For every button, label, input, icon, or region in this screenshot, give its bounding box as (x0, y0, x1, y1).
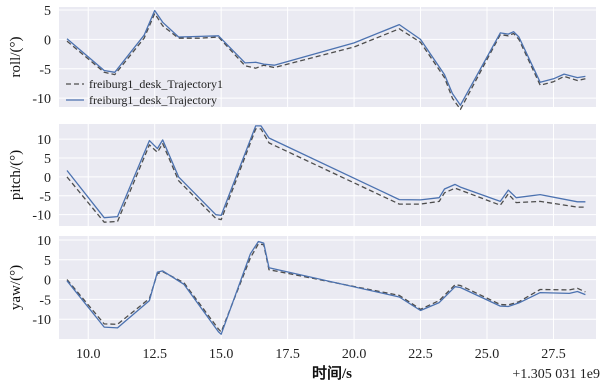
x-tick-label: 17.5 (275, 347, 300, 362)
x-tick-label: 27.5 (541, 347, 566, 362)
pitch-y-axis-label: pitch/(°) (8, 150, 24, 200)
x-tick-label: 25.0 (475, 347, 500, 362)
yaw-y-tick-label: 5 (44, 254, 51, 269)
x-tick-label: 22.5 (408, 347, 433, 362)
pitch-y-tick-label: 5 (44, 152, 51, 167)
pitch-y-tick-label: 10 (37, 133, 51, 148)
yaw-y-axis-label: yaw/(°) (8, 265, 24, 310)
roll-y-tick-label: -5 (39, 63, 51, 78)
yaw-y-tick-label: -5 (39, 293, 51, 308)
pitch-series-solid (66, 125, 586, 219)
x-tick-label: 15.0 (209, 347, 234, 362)
roll-y-tick-label: 0 (44, 33, 51, 48)
roll-y-axis-label: roll/(°) (8, 37, 24, 78)
roll-series-solid (66, 9, 586, 106)
pitch-y-tick-label: -5 (39, 190, 51, 205)
legend: freiburg1_desk_Trajectory1 freiburg1_desk… (66, 77, 223, 107)
pitch-plot-background (59, 124, 596, 226)
roll-series-dashed (66, 12, 586, 111)
roll-y-tick-label: 5 (44, 4, 51, 19)
x-tick-label: 10.0 (76, 347, 101, 362)
yaw-panel: 10 5 0 -5 -10 yaw/(°) (8, 234, 596, 339)
yaw-y-tick-label: -10 (32, 313, 51, 328)
roll-panel: 5 0 -5 -10 roll/(°) freiburg1_desk_Trajectory… (8, 4, 596, 111)
pitch-y-tick-label: 0 (44, 171, 51, 186)
roll-y-tick-label: -10 (32, 92, 51, 107)
x-axis-offset-label: +1.305 031 1e9 (512, 367, 600, 382)
pitch-series-dashed (66, 128, 586, 223)
yaw-y-tick-label: 0 (44, 274, 51, 289)
legend-entry-dashed: freiburg1_desk_Trajectory1 (89, 77, 223, 91)
chart-panels: 5 0 -5 -10 roll/(°) freiburg1_desk_Trajectory… (8, 4, 596, 362)
yaw-plot-background (59, 236, 596, 339)
x-tick-label: 20.0 (342, 347, 367, 362)
x-axis-label: 时间/s (312, 364, 352, 382)
pitch-y-tick-label: -10 (32, 209, 51, 224)
x-tick-label: 12.5 (142, 347, 167, 362)
legend-entry-solid: freiburg1_desk_Trajectory (89, 93, 217, 107)
yaw-series-solid (66, 240, 586, 335)
roll-plot-background (59, 7, 596, 107)
yaw-y-tick-label: 10 (37, 234, 51, 249)
pitch-panel: 10 5 0 -5 -10 pitch/(°) (8, 124, 596, 226)
